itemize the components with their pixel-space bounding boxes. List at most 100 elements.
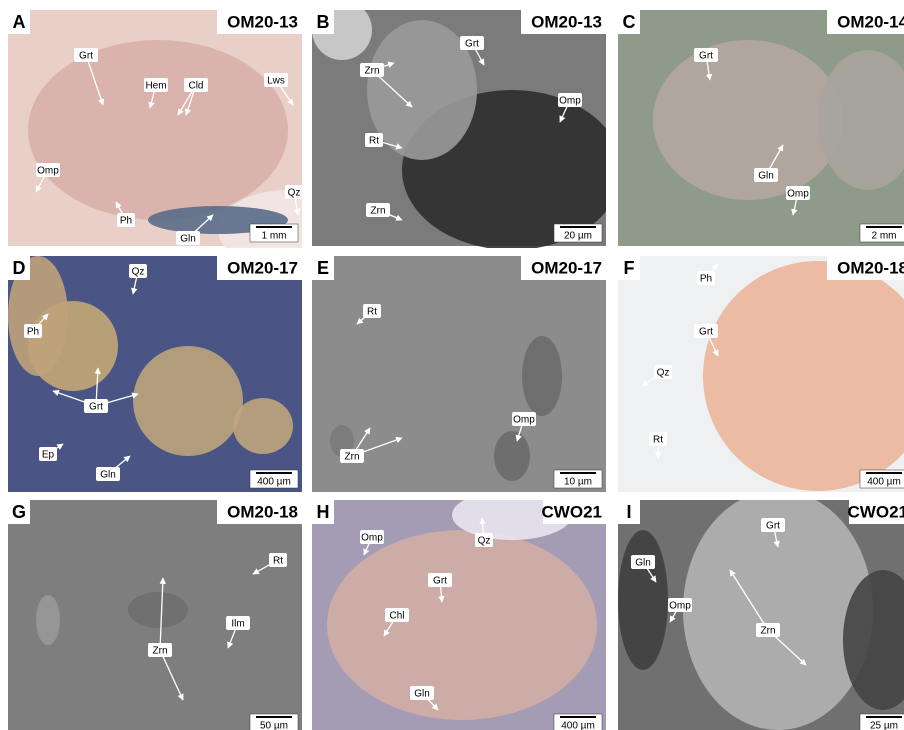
- letter-box: [312, 256, 334, 280]
- grain: [128, 592, 188, 628]
- label-box: [148, 643, 172, 657]
- mineral-label: Qz: [478, 536, 491, 547]
- arrow: [85, 54, 105, 106]
- label-box: [226, 616, 250, 630]
- mineral-label: Ilm: [231, 619, 244, 630]
- grain: [367, 20, 477, 160]
- panel-letter: F: [624, 258, 635, 278]
- mineral-label: Gln: [100, 470, 116, 481]
- label-box: [366, 203, 390, 217]
- sample-box: [543, 500, 606, 524]
- scale-label: 50 µm: [260, 721, 288, 730]
- scale-label: 10 µm: [564, 477, 592, 488]
- sample-box: [217, 500, 302, 524]
- panel-letter: H: [317, 502, 330, 522]
- label-box: [264, 73, 288, 87]
- label-box: [512, 412, 536, 426]
- label-box: [694, 48, 718, 62]
- label-box: [39, 447, 57, 461]
- label-box: [129, 264, 147, 278]
- label-box: [144, 78, 168, 92]
- mineral-label: Qz: [657, 368, 670, 379]
- sample-label: CWO21: [542, 502, 602, 521]
- grain: [522, 336, 562, 416]
- grain: [818, 50, 904, 190]
- label-box: [117, 213, 135, 227]
- label-box: [475, 533, 493, 547]
- grain: [653, 40, 843, 200]
- label-box: [385, 608, 409, 622]
- scale-label: 1 mm: [262, 231, 287, 242]
- grain: [36, 595, 60, 645]
- label-box: [694, 324, 718, 338]
- mineral-label: Rt: [367, 307, 377, 318]
- mineral-label: Omp: [37, 166, 59, 177]
- mineral-label: Grt: [766, 521, 780, 532]
- panel-letter: C: [623, 12, 636, 32]
- mineral-label: Ph: [27, 327, 39, 338]
- label-box: [74, 48, 98, 62]
- arrow: [729, 569, 769, 631]
- mineral-label: Chl: [389, 611, 404, 622]
- mineral-label: Grt: [89, 402, 103, 413]
- mineral-label: Ph: [700, 274, 712, 285]
- mineral-label: Omp: [669, 601, 691, 612]
- grain: [327, 530, 597, 720]
- mineral-label: Rt: [653, 435, 663, 446]
- grain: [618, 530, 668, 670]
- mineral-label: Qz: [132, 267, 145, 278]
- mineral-label: Cld: [188, 81, 203, 92]
- scale-label: 400 µm: [561, 721, 595, 730]
- label-box: [285, 185, 302, 199]
- label-box: [756, 623, 780, 637]
- label-box: [184, 78, 208, 92]
- label-box: [761, 518, 785, 532]
- panel: A OM20-13 1 mm Grt Hem Cld Lws Omp Ph Gln Qz: [8, 10, 302, 248]
- scale-box: [249, 223, 299, 243]
- mineral-label: Zrn: [365, 66, 380, 77]
- panel-letter: I: [626, 502, 631, 522]
- grain: [8, 256, 68, 376]
- panel: I CWO21 25 µm Gln Omp Grt Zrn: [618, 500, 904, 730]
- scale-label: 400 µm: [257, 477, 291, 488]
- sample-label: OM20-18: [227, 502, 298, 521]
- mineral-label: Omp: [559, 96, 581, 107]
- label-box: [269, 553, 287, 567]
- letter-box: [312, 500, 334, 524]
- label-box: [558, 93, 582, 107]
- sample-label: OM20-13: [531, 12, 602, 31]
- scale-box: [859, 223, 904, 243]
- scale-label: 25 µm: [870, 721, 898, 730]
- grain: [843, 570, 904, 710]
- label-box: [36, 163, 60, 177]
- letter-box: [618, 256, 640, 280]
- sample-box: [827, 256, 904, 280]
- panel: E OM20-17 10 µm Rt Zrn Omp: [312, 256, 606, 492]
- mineral-label: Zrn: [761, 626, 776, 637]
- label-box: [365, 133, 383, 147]
- label-box: [84, 399, 108, 413]
- mineral-label: Hem: [145, 81, 166, 92]
- grain: [452, 500, 572, 540]
- sample-box: [521, 256, 606, 280]
- scale-label: 400 µm: [867, 477, 901, 488]
- label-box: [631, 555, 655, 569]
- label-box: [24, 324, 42, 338]
- panel-letter: A: [13, 12, 26, 32]
- panel: D OM20-17 400 µm Qz Ph Grt Ep Gln: [8, 256, 302, 492]
- mineral-label: Ep: [42, 450, 55, 461]
- panel: G OM20-18 50 µm Rt Ilm Zrn: [8, 500, 302, 730]
- mineral-label: Gln: [414, 689, 430, 700]
- arrow: [159, 649, 184, 701]
- grain: [494, 431, 530, 481]
- label-box: [697, 271, 715, 285]
- sample-box: [827, 10, 904, 34]
- label-box: [340, 449, 364, 463]
- scale-label: 20 µm: [564, 231, 592, 242]
- label-box: [360, 530, 384, 544]
- grain: [683, 500, 873, 730]
- panel: H CWO21 400 µm Omp Qz Grt Chl Gln: [312, 500, 606, 730]
- label-box: [360, 63, 384, 77]
- letter-box: [8, 500, 30, 524]
- sample-label: CWO21: [848, 502, 904, 521]
